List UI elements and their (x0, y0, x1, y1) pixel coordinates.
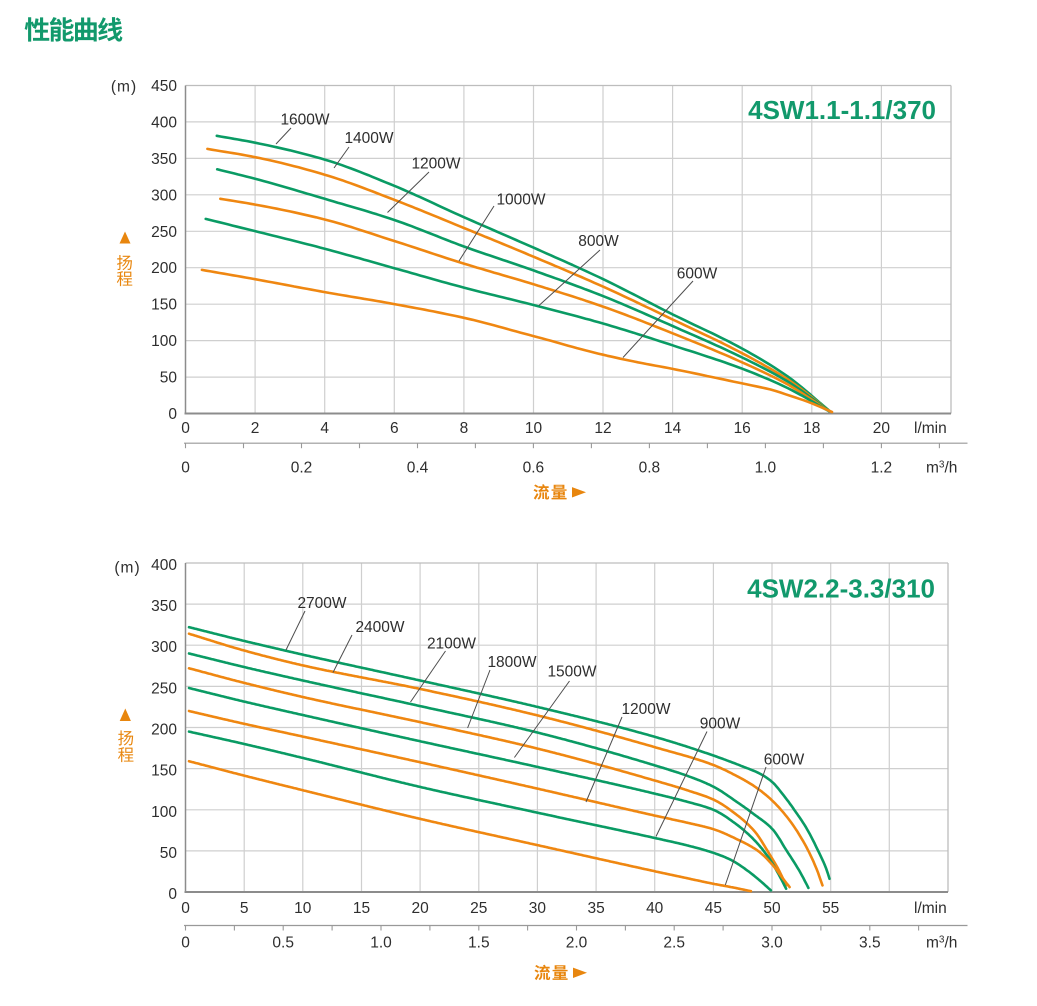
svg-text:1400W: 1400W (344, 130, 393, 147)
svg-text:1.2: 1.2 (871, 460, 893, 477)
svg-text:200: 200 (151, 260, 177, 277)
svg-text:0: 0 (168, 886, 177, 903)
svg-text:2: 2 (251, 420, 260, 437)
svg-text:300: 300 (151, 639, 177, 656)
svg-text:2.0: 2.0 (566, 935, 588, 952)
svg-text:1800W: 1800W (487, 654, 536, 671)
svg-text:0.8: 0.8 (639, 460, 661, 477)
svg-text:6: 6 (390, 420, 399, 437)
svg-text:18: 18 (803, 420, 820, 437)
svg-text:250: 250 (151, 224, 177, 241)
svg-text:40: 40 (646, 900, 664, 917)
svg-text:m3/h: m3/h (926, 460, 957, 477)
svg-text:50: 50 (160, 370, 178, 387)
svg-text:100: 100 (151, 804, 177, 821)
svg-text:0: 0 (181, 460, 190, 477)
svg-text:20: 20 (411, 900, 429, 917)
svg-text:0: 0 (168, 406, 177, 423)
svg-text:0.4: 0.4 (407, 460, 429, 477)
svg-text:2700W: 2700W (297, 595, 346, 612)
svg-text:1600W: 1600W (280, 112, 329, 129)
svg-text:15: 15 (353, 900, 370, 917)
svg-text:45: 45 (705, 900, 722, 917)
svg-text:1.5: 1.5 (468, 935, 490, 952)
svg-text:100: 100 (151, 333, 177, 350)
svg-text:0.6: 0.6 (523, 460, 545, 477)
svg-text:5: 5 (240, 900, 249, 917)
svg-text:1200W: 1200W (621, 701, 670, 718)
svg-text:0.5: 0.5 (272, 935, 294, 952)
svg-text:10: 10 (294, 900, 312, 917)
svg-text:2100W: 2100W (427, 636, 476, 653)
svg-text:0: 0 (181, 420, 190, 437)
svg-text:150: 150 (151, 763, 177, 780)
svg-text:2400W: 2400W (355, 619, 404, 636)
svg-text:4SW2.2-3.3/310: 4SW2.2-3.3/310 (747, 574, 935, 604)
svg-text:600W: 600W (764, 752, 805, 769)
svg-text:1200W: 1200W (411, 156, 460, 173)
svg-text:250: 250 (151, 680, 177, 697)
svg-text:35: 35 (587, 900, 604, 917)
svg-text:14: 14 (664, 420, 682, 437)
svg-text:4SW1.1-1.1/370: 4SW1.1-1.1/370 (748, 95, 936, 125)
svg-text:3.5: 3.5 (859, 935, 881, 952)
svg-text:20: 20 (873, 420, 891, 437)
svg-text:800W: 800W (578, 233, 619, 250)
svg-text:l/min: l/min (914, 420, 947, 437)
svg-text:400: 400 (151, 114, 177, 131)
svg-text:25: 25 (470, 900, 487, 917)
svg-text:10: 10 (525, 420, 543, 437)
svg-text:16: 16 (734, 420, 751, 437)
svg-text:900W: 900W (700, 716, 741, 733)
svg-text:m3/h: m3/h (926, 935, 957, 952)
svg-text:55: 55 (822, 900, 839, 917)
svg-text:(m): (m) (111, 79, 137, 96)
svg-text:4: 4 (320, 420, 329, 437)
svg-text:400: 400 (151, 557, 177, 574)
svg-text:l/min: l/min (914, 900, 947, 917)
svg-text:0.2: 0.2 (291, 460, 313, 477)
svg-text:1.0: 1.0 (370, 935, 392, 952)
svg-text:150: 150 (151, 297, 177, 314)
svg-text:8: 8 (460, 420, 469, 437)
svg-text:2.5: 2.5 (663, 935, 685, 952)
svg-text:1000W: 1000W (496, 192, 545, 209)
svg-text:350: 350 (151, 151, 177, 168)
svg-text:50: 50 (160, 845, 178, 862)
svg-text:450: 450 (151, 78, 177, 95)
svg-text:12: 12 (594, 420, 611, 437)
svg-text:200: 200 (151, 722, 177, 739)
svg-text:(m): (m) (114, 560, 140, 577)
svg-text:350: 350 (151, 598, 177, 615)
svg-text:600W: 600W (677, 266, 718, 283)
svg-text:0: 0 (181, 900, 190, 917)
svg-text:1.0: 1.0 (755, 460, 777, 477)
svg-text:300: 300 (151, 187, 177, 204)
svg-text:1500W: 1500W (547, 664, 596, 681)
svg-text:0: 0 (181, 935, 190, 952)
svg-text:30: 30 (529, 900, 547, 917)
svg-text:3.0: 3.0 (761, 935, 783, 952)
svg-text:50: 50 (763, 900, 781, 917)
